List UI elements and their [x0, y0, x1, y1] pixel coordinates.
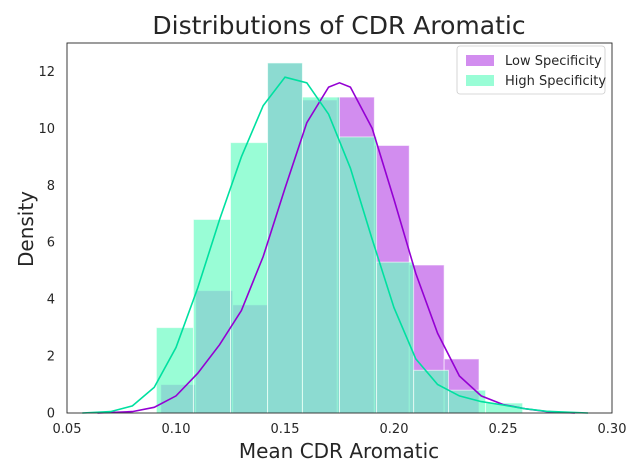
bar-high-specificity-5 — [339, 136, 378, 414]
x-tick-label: 0.20 — [380, 422, 409, 437]
bar-high-specificity-0 — [155, 327, 194, 414]
y-tick-label: 8 — [47, 179, 55, 194]
legend-swatch-high-specificity — [466, 75, 494, 86]
bars-high-specificity — [155, 62, 524, 414]
x-tick-label: 0.10 — [162, 422, 191, 437]
y-tick-label: 4 — [47, 293, 55, 308]
y-axis-label: Density — [14, 191, 38, 267]
y-tick-label: 2 — [47, 350, 55, 365]
x-tick-label: 0.05 — [53, 422, 82, 437]
x-tick-label: 0.15 — [271, 422, 300, 437]
y-tick-label: 0 — [47, 407, 55, 422]
x-axis-label: Mean CDR Aromatic — [239, 439, 439, 463]
x-tick-label: 0.30 — [598, 422, 627, 437]
plot-area — [82, 62, 589, 414]
bar-high-specificity-3 — [267, 62, 303, 414]
y-tick-label: 6 — [47, 236, 55, 251]
y-tick-label: 12 — [38, 65, 55, 80]
legend-swatch-low-specificity — [466, 55, 494, 66]
bar-high-specificity-7 — [413, 369, 449, 414]
plot-frame — [66, 42, 613, 414]
x-tick-label: 0.25 — [489, 422, 518, 437]
kde-line-low-specificity — [97, 81, 575, 414]
kde-line-high-specificity — [82, 76, 589, 414]
y-tick-label: 10 — [38, 122, 55, 137]
bar-high-specificity-4 — [301, 96, 341, 414]
bar-high-specificity-1 — [192, 218, 232, 414]
chart-title: Distributions of CDR Aromatic — [152, 11, 525, 40]
legend: Low Specificity High Specificity — [456, 45, 606, 95]
bar-high-specificity-2 — [230, 142, 269, 414]
x-axis-ticks: 0.05 0.10 0.15 0.20 0.25 0.30 — [53, 422, 627, 437]
y-axis-ticks: 0 2 4 6 8 10 12 — [38, 65, 55, 422]
legend-label-low-specificity: Low Specificity — [505, 54, 602, 69]
bar-high-specificity-6 — [376, 261, 415, 414]
legend-label-high-specificity: High Specificity — [505, 74, 606, 89]
